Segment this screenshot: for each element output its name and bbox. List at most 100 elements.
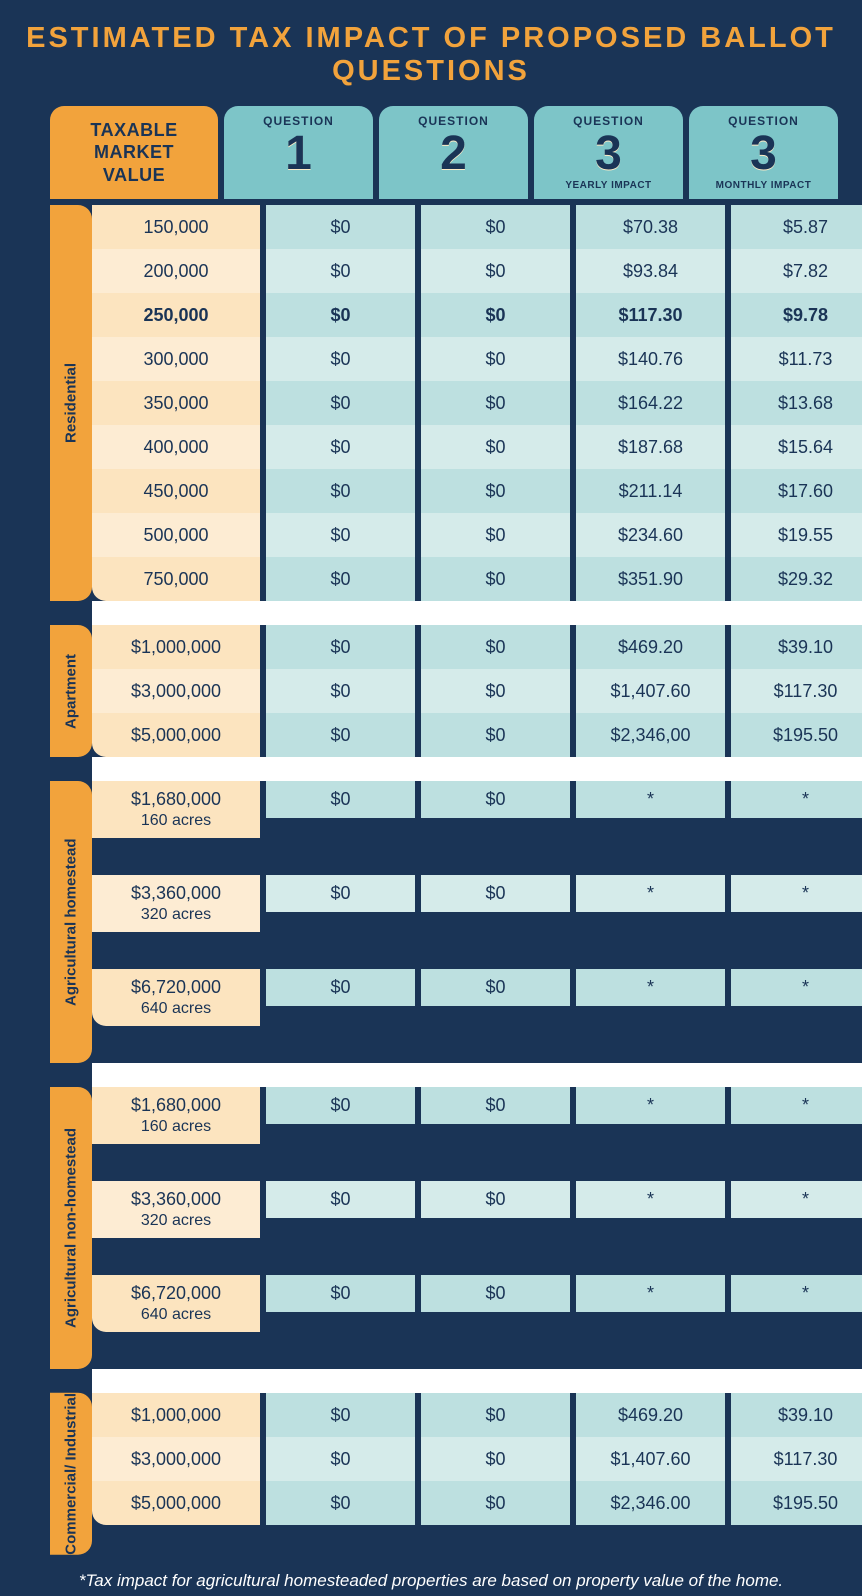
cell-value: * (576, 781, 725, 818)
cell-value: $0 (266, 337, 415, 381)
cell-value: $0 (421, 381, 570, 425)
cell-value: $140.76 (576, 337, 725, 381)
table-container: TAXABLEMARKETVALUE QUESTION 1 QUESTION 2… (0, 106, 862, 1555)
cell-value: $93.84 (576, 249, 725, 293)
question-subtitle: MONTHLY IMPACT (716, 180, 812, 191)
cell-value: $0 (421, 1481, 570, 1525)
section-tab: Residential (50, 205, 92, 601)
cell-value: $70.38 (576, 205, 725, 249)
header-market-value: TAXABLEMARKETVALUE (50, 106, 218, 199)
cell-value: * (576, 875, 725, 912)
cell-value: $164.22 (576, 381, 725, 425)
table-row: 400,000$0$0$187.68$15.64 (92, 425, 862, 469)
cell-value: $0 (421, 557, 570, 601)
table-row: 750,000$0$0$351.90$29.32 (92, 557, 862, 601)
cell-market-value: $1,680,000160 acres (92, 781, 260, 838)
cell-value: $117.30 (731, 669, 862, 713)
section-commercial-industrial: Commercial/ Industrial$1,000,000$0$0$469… (50, 1393, 862, 1555)
cell-market-value: 400,000 (92, 425, 260, 469)
question-number: 1 (285, 130, 312, 178)
section-residential: Residential150,000$0$0$70.38$5.87200,000… (50, 205, 862, 601)
cell-value: * (731, 875, 862, 912)
cell-market-value: 200,000 (92, 249, 260, 293)
cell-value: $7.82 (731, 249, 862, 293)
cell-value: $0 (421, 713, 570, 757)
cell-value: $0 (421, 337, 570, 381)
cell-value: * (731, 1275, 862, 1312)
cell-value: * (731, 1087, 862, 1124)
cell-value: $1,407.60 (576, 1437, 725, 1481)
section-tab: Agricultural homestead (50, 781, 92, 1063)
cell-value: * (576, 1181, 725, 1218)
cell-value: $0 (421, 625, 570, 669)
table-row: $3,360,000320 acres$0$0** (92, 1181, 862, 1275)
table-row: $6,720,000640 acres$0$0** (92, 969, 862, 1063)
cell-value: $13.68 (731, 381, 862, 425)
table-row: $5,000,000$0$0$2,346.00$195.50 (92, 1481, 862, 1525)
table-row: 450,000$0$0$211.14$17.60 (92, 469, 862, 513)
cell-value: $15.64 (731, 425, 862, 469)
cell-value: $0 (266, 557, 415, 601)
question-number: 3 (750, 130, 777, 178)
table-row: $1,000,000$0$0$469.20$39.10 (92, 625, 862, 669)
cell-value: $0 (266, 625, 415, 669)
table-row: $1,680,000160 acres$0$0** (92, 781, 862, 875)
cell-market-value: $5,000,000 (92, 1481, 260, 1525)
cell-value: $0 (266, 205, 415, 249)
question-label: QUESTION (573, 114, 644, 128)
section-tab: Apartment (50, 625, 92, 757)
table-row: 150,000$0$0$70.38$5.87 (92, 205, 862, 249)
cell-value: $0 (266, 713, 415, 757)
cell-value: $39.10 (731, 625, 862, 669)
cell-market-value: $1,680,000160 acres (92, 1087, 260, 1144)
cell-value: $17.60 (731, 469, 862, 513)
cell-value: $0 (266, 1437, 415, 1481)
cell-value: $0 (421, 1437, 570, 1481)
cell-value: $1,407.60 (576, 669, 725, 713)
question-number: 2 (440, 130, 467, 178)
table-row: 350,000$0$0$164.22$13.68 (92, 381, 862, 425)
question-number: 3 (595, 130, 622, 178)
cell-value: $11.73 (731, 337, 862, 381)
cell-value: $0 (266, 1181, 415, 1218)
table-row: $5,000,000$0$0$2,346,00$195.50 (92, 713, 862, 757)
header-question-3: QUESTION 3 YEARLY IMPACT (534, 106, 683, 199)
cell-value: $0 (266, 781, 415, 818)
cell-value: $195.50 (731, 1481, 862, 1525)
cell-value: $0 (421, 469, 570, 513)
cell-value: $187.68 (576, 425, 725, 469)
cell-value: $0 (421, 293, 570, 337)
cell-value: $0 (421, 1393, 570, 1437)
cell-value: * (576, 1275, 725, 1312)
cell-value: $0 (266, 381, 415, 425)
cell-value: $0 (266, 1393, 415, 1437)
cell-value: $0 (421, 875, 570, 912)
cell-value: $234.60 (576, 513, 725, 557)
cell-value: $117.30 (576, 293, 725, 337)
question-label: QUESTION (728, 114, 799, 128)
cell-value: $0 (266, 249, 415, 293)
cell-value: $0 (266, 875, 415, 912)
cell-market-value: 150,000 (92, 205, 260, 249)
section-tab: Agricultural non-homestead (50, 1087, 92, 1369)
cell-market-value: $1,000,000 (92, 625, 260, 669)
cell-value: $0 (421, 513, 570, 557)
table-row: 300,000$0$0$140.76$11.73 (92, 337, 862, 381)
cell-value: $351.90 (576, 557, 725, 601)
section-apartment: Apartment$1,000,000$0$0$469.20$39.10$3,0… (50, 625, 862, 757)
footnote: *Tax impact for agricultural homesteaded… (0, 1555, 862, 1591)
cell-market-value: 350,000 (92, 381, 260, 425)
cell-market-value: $3,000,000 (92, 669, 260, 713)
cell-value: $0 (421, 969, 570, 1006)
cell-value: * (731, 781, 862, 818)
table-row: 200,000$0$0$93.84$7.82 (92, 249, 862, 293)
cell-value: $0 (266, 469, 415, 513)
cell-value: $5.87 (731, 205, 862, 249)
cell-value: $0 (421, 1181, 570, 1218)
cell-market-value: 750,000 (92, 557, 260, 601)
cell-value: $2,346.00 (576, 1481, 725, 1525)
cell-value: $9.78 (731, 293, 862, 337)
cell-value: $0 (421, 1087, 570, 1124)
cell-value: $0 (421, 781, 570, 818)
table-row: $1,000,000$0$0$469.20$39.10 (92, 1393, 862, 1437)
